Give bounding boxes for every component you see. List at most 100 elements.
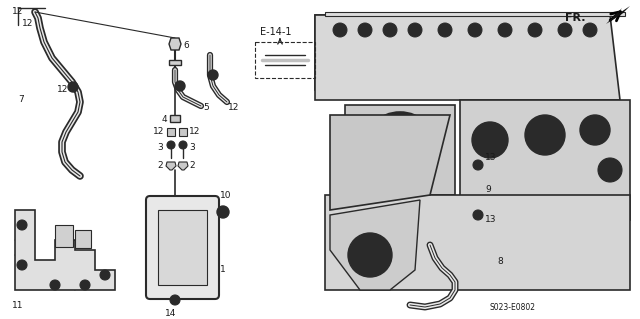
Text: 11: 11 xyxy=(12,300,24,309)
Bar xyxy=(158,210,207,285)
Circle shape xyxy=(533,123,557,147)
Circle shape xyxy=(438,23,452,37)
Polygon shape xyxy=(169,60,181,65)
Circle shape xyxy=(498,23,512,37)
Polygon shape xyxy=(178,162,188,170)
Text: E-14-1: E-14-1 xyxy=(260,27,291,37)
Text: 14: 14 xyxy=(165,308,177,317)
Circle shape xyxy=(170,295,180,305)
Text: 13: 13 xyxy=(485,216,497,225)
Text: 12: 12 xyxy=(56,85,68,94)
Text: 4: 4 xyxy=(161,115,167,124)
Circle shape xyxy=(532,27,538,33)
Circle shape xyxy=(100,270,110,280)
Circle shape xyxy=(381,120,389,128)
Circle shape xyxy=(525,115,565,155)
Circle shape xyxy=(372,122,428,178)
Polygon shape xyxy=(315,15,620,100)
Circle shape xyxy=(362,27,368,33)
Circle shape xyxy=(480,130,500,150)
Circle shape xyxy=(364,249,376,261)
Text: 1: 1 xyxy=(220,265,226,275)
Circle shape xyxy=(473,210,483,220)
Text: 12: 12 xyxy=(152,128,164,137)
Circle shape xyxy=(348,233,392,277)
Circle shape xyxy=(333,23,347,37)
Polygon shape xyxy=(315,15,445,90)
Circle shape xyxy=(356,241,384,269)
Polygon shape xyxy=(460,100,630,220)
Bar xyxy=(75,230,91,248)
Text: S023-E0802: S023-E0802 xyxy=(490,303,536,313)
Text: 12: 12 xyxy=(189,128,200,137)
Circle shape xyxy=(426,146,434,154)
Text: 7: 7 xyxy=(18,95,24,105)
Polygon shape xyxy=(15,210,115,290)
Circle shape xyxy=(580,115,610,145)
Polygon shape xyxy=(606,6,630,24)
Circle shape xyxy=(381,172,389,180)
Circle shape xyxy=(387,27,393,33)
Text: 5: 5 xyxy=(203,102,209,112)
Bar xyxy=(55,225,73,247)
Circle shape xyxy=(362,112,438,188)
Text: 3: 3 xyxy=(189,144,195,152)
Text: 12: 12 xyxy=(22,19,33,27)
Polygon shape xyxy=(179,128,187,136)
Circle shape xyxy=(408,23,422,37)
Circle shape xyxy=(217,206,229,218)
Circle shape xyxy=(587,27,593,33)
Text: 12: 12 xyxy=(228,102,239,112)
Text: 2: 2 xyxy=(157,161,163,170)
Text: 8: 8 xyxy=(497,256,503,265)
Polygon shape xyxy=(167,128,175,136)
Circle shape xyxy=(558,23,572,37)
Circle shape xyxy=(337,27,343,33)
Circle shape xyxy=(68,82,78,92)
Circle shape xyxy=(175,81,185,91)
Circle shape xyxy=(220,209,226,215)
Text: 13: 13 xyxy=(485,153,497,162)
FancyBboxPatch shape xyxy=(146,196,219,299)
Circle shape xyxy=(562,27,568,33)
Circle shape xyxy=(411,172,419,180)
Circle shape xyxy=(50,280,60,290)
Text: 12: 12 xyxy=(12,8,24,17)
Bar xyxy=(325,12,625,16)
Text: 3: 3 xyxy=(157,144,163,152)
Circle shape xyxy=(598,158,622,182)
Circle shape xyxy=(17,220,27,230)
Circle shape xyxy=(472,27,478,33)
Circle shape xyxy=(366,146,374,154)
Circle shape xyxy=(167,141,175,149)
Circle shape xyxy=(412,27,418,33)
Circle shape xyxy=(472,122,508,158)
Text: 2: 2 xyxy=(189,161,195,170)
Polygon shape xyxy=(166,162,176,170)
Circle shape xyxy=(80,280,90,290)
Circle shape xyxy=(383,23,397,37)
Circle shape xyxy=(17,260,27,270)
Text: 10: 10 xyxy=(220,190,232,199)
Circle shape xyxy=(358,23,372,37)
Circle shape xyxy=(473,160,483,170)
Polygon shape xyxy=(330,200,420,290)
Circle shape xyxy=(528,23,542,37)
Polygon shape xyxy=(330,115,450,210)
Polygon shape xyxy=(170,115,180,122)
Circle shape xyxy=(386,136,414,164)
Circle shape xyxy=(442,27,448,33)
Circle shape xyxy=(179,141,187,149)
Circle shape xyxy=(502,27,508,33)
Bar xyxy=(255,42,315,78)
Polygon shape xyxy=(345,105,455,195)
Text: 6: 6 xyxy=(183,41,189,49)
Polygon shape xyxy=(169,38,181,50)
Circle shape xyxy=(583,23,597,37)
Circle shape xyxy=(468,23,482,37)
Text: FR.: FR. xyxy=(564,13,585,23)
Circle shape xyxy=(208,70,218,80)
Circle shape xyxy=(411,120,419,128)
Text: 9: 9 xyxy=(485,186,491,195)
Polygon shape xyxy=(325,195,630,290)
